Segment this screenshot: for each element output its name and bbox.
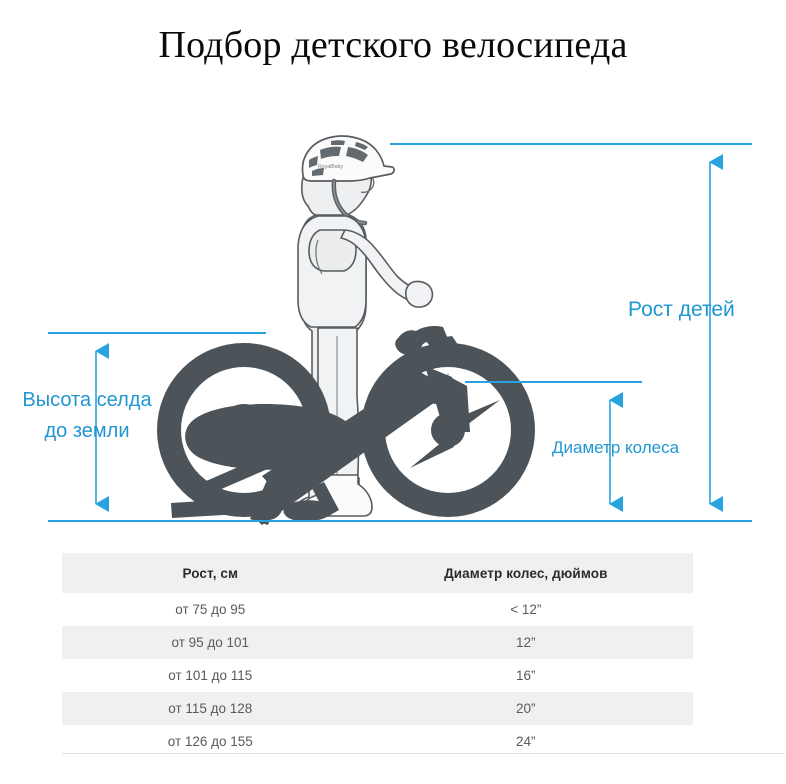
cell-height: от 126 до 155	[167, 734, 253, 749]
table-row: от 95 до 101 12”	[62, 626, 693, 659]
cell-height: от 75 до 95	[175, 602, 246, 617]
cell-wheel: < 12”	[510, 602, 542, 617]
table-row: от 75 до 95 < 12”	[62, 593, 693, 626]
cell-wheel: 16”	[516, 668, 536, 683]
label-seat-height-to-ground: Высота селда до земли	[12, 385, 162, 447]
helmet-brand-label: RoyalBaby	[318, 164, 343, 170]
table-row: от 115 до 128 20”	[62, 692, 693, 725]
label-seat-height-line2: до земли	[44, 420, 130, 442]
table-head: Рост, см Диаметр колес, дюймов	[62, 553, 693, 593]
label-seat-height-line1: Высота селда	[22, 389, 152, 411]
cell-wheel: 20”	[516, 701, 536, 716]
page-title: Подбор детского велосипеда	[158, 24, 628, 66]
table-header-wheel: Диаметр колес, дюймов	[444, 565, 608, 581]
table-bottom-divider	[62, 753, 785, 754]
dimension-lines	[48, 143, 752, 522]
bicycle-sizing-illustration: RoyalBaby	[0, 100, 786, 540]
table-body: от 75 до 95 < 12” от 95 до 101 12” от 10…	[62, 593, 693, 758]
table-row: от 101 до 115 16”	[62, 659, 693, 692]
table-row: от 126 до 155 24”	[62, 725, 693, 758]
cell-height: от 101 до 115	[168, 668, 253, 683]
cell-wheel: 24”	[516, 734, 536, 749]
size-chart-table: Рост, см Диаметр колес, дюймов от 75 до …	[62, 553, 693, 758]
label-height-of-children: Рост детей	[628, 298, 735, 321]
label-wheel-diameter: Диаметр колеса	[552, 438, 680, 457]
illustration-svg: RoyalBaby	[48, 135, 752, 525]
cell-wheel: 12”	[516, 635, 536, 650]
table-header-height: Рост, см	[182, 565, 239, 581]
bicycle	[157, 326, 535, 525]
cell-height: от 115 до 128	[168, 701, 253, 716]
bicycle-and-child-group: RoyalBaby	[157, 135, 535, 525]
cell-height: от 95 до 101	[171, 635, 250, 650]
table-header-row: Рост, см Диаметр колес, дюймов	[62, 553, 693, 593]
